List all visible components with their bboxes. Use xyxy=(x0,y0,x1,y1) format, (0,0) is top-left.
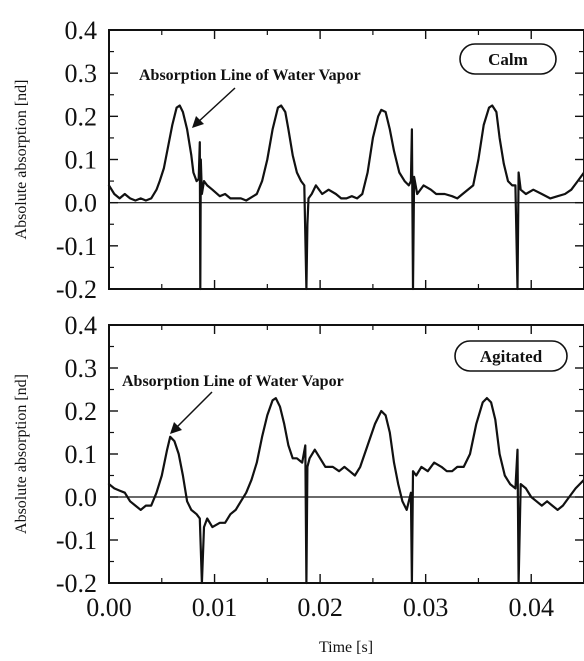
x-tick-label: 0.00 xyxy=(86,593,132,622)
annotation-text-calm: Absorption Line of Water Vapor xyxy=(139,67,361,84)
annotation-arrowhead-calm xyxy=(192,116,204,128)
annotation-arrow-agitated xyxy=(175,391,213,429)
series-line-1 xyxy=(107,104,584,291)
legend-box-calm xyxy=(459,43,557,75)
y-tick-label: -0.1 xyxy=(56,232,97,261)
y-tick-label: 0.0 xyxy=(65,189,98,218)
legend-label-calm: Calm xyxy=(488,50,528,69)
y-tick-label: 0.1 xyxy=(65,146,98,175)
y-tick-label: 0.1 xyxy=(65,440,98,469)
y-tick-label: -0.2 xyxy=(56,275,97,304)
annotation-arrow-calm xyxy=(196,87,236,124)
series-line-2 xyxy=(107,397,584,585)
y-tick-label: 0.3 xyxy=(65,354,98,383)
y-tick-label: 0.0 xyxy=(65,483,98,512)
y-tick-label: 0.4 xyxy=(65,16,98,45)
x-tick-label: 0.01 xyxy=(192,593,238,622)
y-axis-label: Absolute absorption [nd] xyxy=(13,374,30,534)
x-axis-label: Time [s] xyxy=(319,639,373,656)
y-axis-label: Absolute absorption [nd] xyxy=(13,80,30,240)
y-tick-label: -0.1 xyxy=(56,526,97,555)
y-tick-label: -0.2 xyxy=(56,569,97,598)
annotation-arrowhead-agitated xyxy=(170,422,182,434)
y-tick-label: 0.3 xyxy=(65,59,98,88)
x-tick-label: 0.03 xyxy=(403,593,449,622)
legend-box-agitated xyxy=(454,340,568,372)
y-tick-label: 0.2 xyxy=(65,102,98,131)
y-tick-label: 0.4 xyxy=(65,311,98,340)
legend-label-agitated: Agitated xyxy=(480,347,543,366)
x-tick-label: 0.04 xyxy=(508,593,554,622)
x-tick-label: 0.02 xyxy=(297,593,343,622)
annotation-text-agitated: Absorption Line of Water Vapor xyxy=(122,373,344,390)
y-tick-label: 0.2 xyxy=(65,397,98,426)
